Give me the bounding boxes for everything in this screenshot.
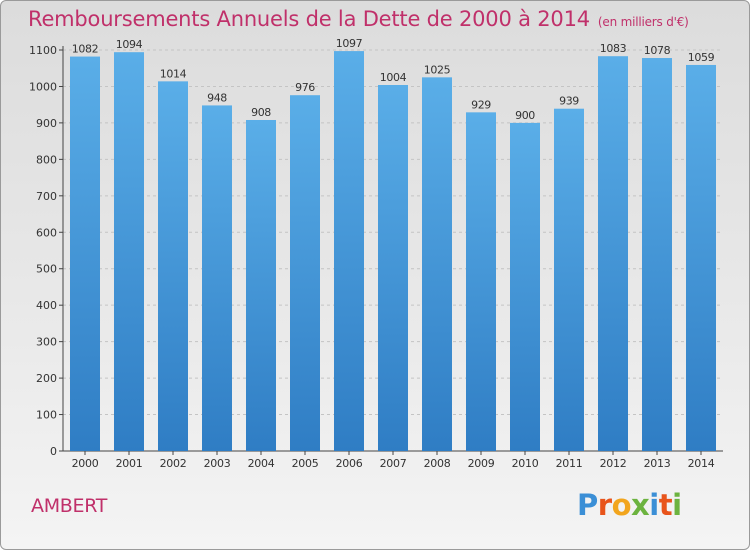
bar-2004: [246, 119, 276, 451]
x-tick-label: 2014: [688, 457, 715, 470]
bar-2013: [642, 58, 672, 452]
chart-title-text: Remboursements Annuels de la Dette de 20…: [28, 7, 590, 31]
data-label-2008: 1025: [424, 63, 451, 76]
logo-letter: o: [611, 488, 632, 522]
chart-unit: (en milliers d'€): [597, 15, 689, 29]
bar-2014: [686, 64, 716, 452]
data-labels: 1082 1094 1014 948 908 976 1097 1004 1025 929 900 9…: [72, 37, 715, 122]
bar-2007: [378, 84, 408, 451]
y-tick-label: 0: [50, 445, 57, 458]
data-label-2012: 1083: [600, 42, 627, 55]
bar-2011: [554, 108, 584, 451]
y-tick-label: 500: [36, 263, 57, 276]
x-tick-label: 2000: [72, 457, 99, 470]
x-tick-label: 2003: [204, 457, 231, 470]
y-tick-label: 700: [36, 190, 57, 203]
x-tick-label: 2008: [424, 457, 451, 470]
bar-2000: [70, 56, 100, 451]
y-tick-label: 200: [36, 372, 57, 385]
x-tick-label: 2012: [600, 457, 627, 470]
y-tick-label: 600: [36, 226, 57, 239]
bar-2001: [114, 52, 144, 452]
logo-letter: r: [597, 488, 612, 522]
y-tick-label: 900: [36, 117, 57, 130]
data-label-2004: 908: [251, 106, 271, 119]
data-label-2010: 900: [515, 109, 535, 122]
bar-2006: [334, 51, 364, 452]
bar-2009: [466, 112, 496, 451]
data-label-2001: 1094: [116, 38, 143, 51]
logo-letter: x: [631, 488, 650, 522]
data-label-2005: 976: [295, 81, 315, 94]
bar-2010: [510, 122, 540, 451]
y-tick-label: 1000: [29, 80, 57, 93]
data-label-2006: 1097: [336, 37, 363, 50]
city-name: AMBERT: [31, 495, 108, 517]
bar-2003: [202, 105, 232, 451]
bar-2008: [422, 77, 452, 451]
logo-letter: i: [672, 488, 682, 522]
x-tick-label: 2007: [380, 457, 407, 470]
data-label-2014: 1059: [688, 51, 715, 64]
bar-2002: [158, 81, 188, 452]
x-tick-label: 2002: [160, 457, 187, 470]
data-label-2002: 1014: [160, 67, 187, 80]
bar-2012: [598, 56, 628, 452]
x-tick-label: 2009: [468, 457, 495, 470]
logo-letter: t: [658, 488, 673, 522]
data-label-2000: 1082: [72, 43, 98, 56]
bars: [70, 51, 716, 452]
logo-letter: P: [577, 488, 598, 522]
data-label-2009: 929: [471, 98, 491, 111]
x-tick-label: 2004: [248, 457, 275, 470]
data-label-2003: 948: [207, 91, 227, 104]
proxiti-logo[interactable]: Proxiti: [577, 488, 682, 522]
chart-title: Remboursements Annuels de la Dette de 20…: [28, 7, 689, 31]
y-tick-label: 1100: [29, 44, 57, 57]
x-tick-label: 2005: [292, 457, 319, 470]
data-label-2013: 1078: [644, 44, 671, 57]
x-tick-label: 2010: [512, 457, 539, 470]
x-tick-label: 2001: [116, 457, 143, 470]
x-tick-label: 2006: [336, 457, 363, 470]
y-tick-label: 100: [36, 409, 57, 422]
bar-2005: [290, 95, 320, 451]
logo-letter: i: [649, 488, 659, 522]
x-tick-label: 2013: [644, 457, 671, 470]
y-tick-label: 800: [36, 153, 57, 166]
y-tick-label: 300: [36, 336, 57, 349]
x-tick-label: 2011: [556, 457, 583, 470]
y-tick-label: 400: [36, 299, 57, 312]
data-label-2007: 1004: [380, 71, 407, 84]
data-label-2011: 939: [559, 95, 579, 108]
